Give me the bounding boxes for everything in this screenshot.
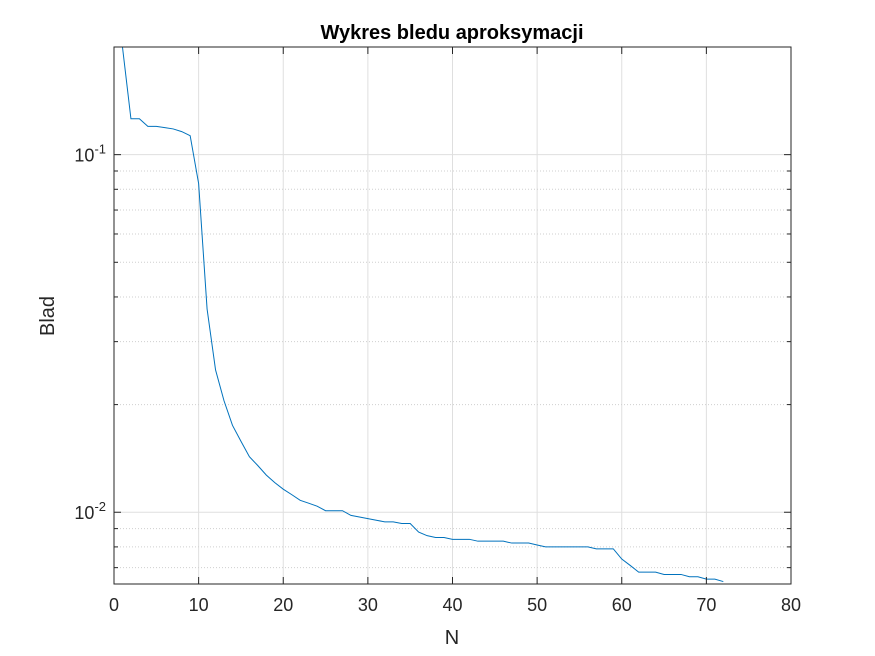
x-tick-label: 30 xyxy=(358,595,378,615)
x-tick-label: 70 xyxy=(696,595,716,615)
x-tick-label: 40 xyxy=(442,595,462,615)
y-tick-label-base: 10 xyxy=(74,503,94,523)
y-tick-label-exponent: -2 xyxy=(94,499,106,514)
y-tick-label: 10-1 xyxy=(74,142,106,166)
x-axis-label: N xyxy=(445,627,459,649)
ticks xyxy=(113,47,792,584)
x-tick-label: 80 xyxy=(781,595,801,615)
chart-title: Wykres bledu aproksymacji xyxy=(320,22,583,44)
y-axis-label: Blad xyxy=(37,296,59,336)
series-line xyxy=(121,47,724,583)
series-group xyxy=(121,47,724,583)
x-tick-label: 10 xyxy=(189,595,209,615)
x-tick-label: 50 xyxy=(527,595,547,615)
grid xyxy=(114,47,791,584)
x-tick-label: 0 xyxy=(109,595,119,615)
x-tick-label: 60 xyxy=(612,595,632,615)
y-tick-label: 10-2 xyxy=(74,499,106,523)
y-tick-label-base: 10 xyxy=(74,146,94,166)
y-tick-label-exponent: -1 xyxy=(94,142,106,157)
x-tick-label: 20 xyxy=(273,595,293,615)
